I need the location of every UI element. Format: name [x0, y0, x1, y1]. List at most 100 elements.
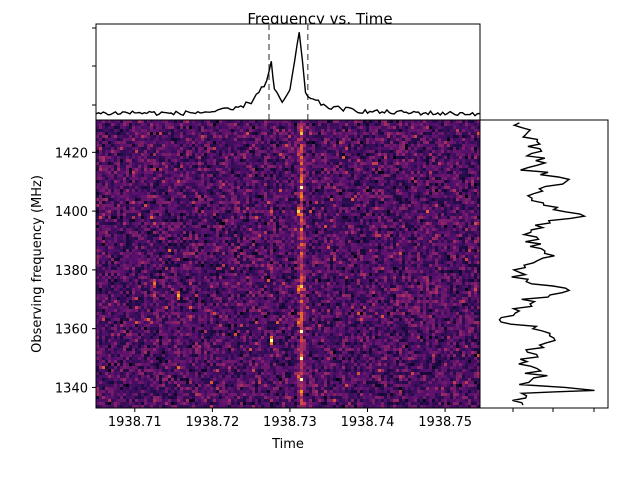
heatmap-cell — [408, 141, 412, 145]
heatmap-cell — [354, 231, 358, 235]
heatmap-cell — [312, 141, 316, 145]
heatmap-cell — [225, 153, 229, 157]
heatmap-cell — [285, 150, 289, 154]
heatmap-cell — [282, 135, 286, 139]
heatmap-cell — [231, 234, 235, 238]
heatmap-cell — [408, 219, 412, 223]
heatmap-cell — [258, 138, 262, 142]
heatmap-cell — [462, 207, 466, 211]
heatmap-cell — [471, 225, 475, 229]
heatmap-cell — [399, 129, 403, 133]
heatmap-cell — [150, 126, 154, 130]
heatmap-cell — [300, 123, 304, 127]
heatmap-cell — [153, 147, 157, 151]
heatmap-cell — [423, 135, 427, 139]
heatmap-cell — [450, 201, 454, 205]
heatmap-cell — [429, 204, 433, 208]
heatmap-cell — [390, 123, 394, 127]
heatmap-cell — [351, 204, 355, 208]
heatmap-cell — [267, 228, 271, 232]
heatmap-cell — [315, 123, 319, 127]
heatmap-cell — [297, 216, 301, 220]
heatmap-cell — [363, 165, 367, 169]
heatmap-cell — [105, 147, 109, 151]
heatmap-cell — [438, 132, 442, 136]
heatmap-cell — [186, 138, 190, 142]
heatmap-cell — [375, 180, 379, 184]
heatmap-cell — [108, 192, 112, 196]
heatmap-cell — [414, 156, 418, 160]
heatmap-cell — [126, 147, 130, 151]
heatmap-cell — [222, 120, 226, 124]
heatmap-cell — [396, 189, 400, 193]
heatmap-cell — [156, 168, 160, 172]
heatmap-cell — [168, 162, 172, 166]
heatmap-cell — [342, 192, 346, 196]
heatmap-cell — [393, 213, 397, 217]
heatmap-cell — [279, 222, 283, 226]
heatmap-cell — [204, 123, 208, 127]
heatmap-cell — [438, 195, 442, 199]
heatmap-cell — [354, 120, 358, 124]
heatmap-cell — [375, 195, 379, 199]
heatmap-cell — [249, 177, 253, 181]
heatmap-cell — [177, 222, 181, 226]
heatmap-cell — [336, 198, 340, 202]
heatmap-cell — [171, 231, 175, 235]
heatmap-cell — [153, 174, 157, 178]
heatmap-cell — [153, 183, 157, 187]
heatmap-cell — [441, 189, 445, 193]
heatmap-cell — [219, 216, 223, 220]
heatmap-cell — [459, 198, 463, 202]
heatmap-cell — [453, 234, 457, 238]
heatmap-cell — [192, 204, 196, 208]
heatmap-cell — [393, 135, 397, 139]
heatmap-cell — [183, 204, 187, 208]
heatmap-cell — [462, 144, 466, 148]
heatmap-cell — [207, 147, 211, 151]
heatmap-cell — [330, 144, 334, 148]
heatmap-cell — [264, 183, 268, 187]
heatmap-cell — [333, 204, 337, 208]
heatmap-cell — [426, 171, 430, 175]
heatmap-cell — [186, 141, 190, 145]
heatmap-cell — [354, 198, 358, 202]
heatmap-cell — [336, 144, 340, 148]
heatmap-cell — [360, 135, 364, 139]
heatmap-cell — [339, 183, 343, 187]
heatmap-cell — [423, 162, 427, 166]
heatmap-cell — [267, 141, 271, 145]
heatmap-cell — [420, 198, 424, 202]
heatmap-cell — [189, 156, 193, 160]
heatmap-cell — [213, 189, 217, 193]
heatmap-cell — [216, 207, 220, 211]
heatmap-cell — [147, 159, 151, 163]
heatmap-cell — [396, 234, 400, 238]
heatmap-cell — [471, 195, 475, 199]
heatmap-cell — [330, 231, 334, 235]
heatmap-cell — [375, 222, 379, 226]
heatmap-cell — [342, 195, 346, 199]
heatmap-cell — [303, 153, 307, 157]
heatmap-cell — [363, 147, 367, 151]
heatmap-cell — [336, 126, 340, 130]
heatmap-cell — [342, 210, 346, 214]
heatmap-cell — [213, 135, 217, 139]
heatmap-cell — [243, 150, 247, 154]
heatmap-cell — [441, 204, 445, 208]
heatmap-cell — [318, 225, 322, 229]
heatmap-cell — [468, 132, 472, 136]
heatmap-cell — [378, 156, 382, 160]
heatmap-cell — [399, 120, 403, 124]
heatmap-cell — [288, 186, 292, 190]
heatmap-cell — [141, 213, 145, 217]
heatmap-cell — [342, 198, 346, 202]
heatmap-cell — [372, 147, 376, 151]
heatmap-cell — [108, 159, 112, 163]
heatmap-cell — [420, 171, 424, 175]
heatmap-cell — [456, 192, 460, 196]
heatmap-cell — [363, 174, 367, 178]
heatmap-cell — [96, 126, 100, 130]
heatmap-cell — [171, 177, 175, 181]
heatmap-cell — [330, 183, 334, 187]
